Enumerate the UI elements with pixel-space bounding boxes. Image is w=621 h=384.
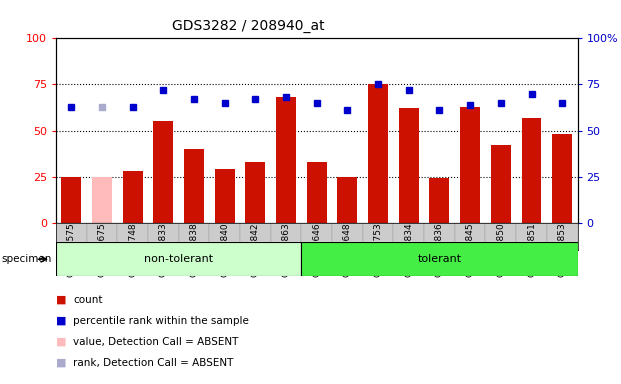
Bar bbox=[368, 84, 388, 223]
Text: GSM124845: GSM124845 bbox=[466, 223, 474, 277]
Bar bbox=[363, 223, 394, 250]
Bar bbox=[209, 223, 240, 250]
Bar bbox=[547, 223, 578, 250]
Bar bbox=[86, 223, 117, 250]
Text: ■: ■ bbox=[56, 337, 66, 347]
Text: GSM124836: GSM124836 bbox=[435, 223, 444, 278]
Text: value, Detection Call = ABSENT: value, Detection Call = ABSENT bbox=[73, 337, 238, 347]
Text: GSM124834: GSM124834 bbox=[404, 223, 413, 277]
Bar bbox=[240, 223, 271, 250]
Bar bbox=[332, 223, 363, 250]
Bar bbox=[552, 134, 572, 223]
Bar bbox=[399, 108, 419, 223]
Text: GSM124748: GSM124748 bbox=[128, 223, 137, 277]
Bar bbox=[92, 177, 112, 223]
Bar bbox=[184, 149, 204, 223]
Bar bbox=[486, 223, 516, 250]
Bar bbox=[276, 98, 296, 223]
Text: GSM124850: GSM124850 bbox=[496, 223, 505, 278]
Text: count: count bbox=[73, 295, 103, 305]
Bar bbox=[460, 107, 480, 223]
Bar bbox=[455, 223, 486, 250]
Text: GSM124575: GSM124575 bbox=[66, 223, 76, 278]
Text: GSM124753: GSM124753 bbox=[374, 223, 383, 278]
Text: ■: ■ bbox=[56, 358, 66, 368]
Text: GSM124646: GSM124646 bbox=[312, 223, 321, 277]
Bar bbox=[271, 223, 301, 250]
Text: GSM124840: GSM124840 bbox=[220, 223, 229, 277]
Bar bbox=[424, 223, 455, 250]
Bar bbox=[215, 169, 235, 223]
Bar bbox=[394, 223, 424, 250]
Text: GSM124648: GSM124648 bbox=[343, 223, 352, 277]
Bar bbox=[56, 223, 86, 250]
Bar bbox=[56, 242, 301, 276]
Bar bbox=[337, 177, 357, 223]
Bar bbox=[179, 223, 209, 250]
Text: ■: ■ bbox=[56, 295, 66, 305]
Bar bbox=[117, 223, 148, 250]
Bar bbox=[430, 179, 450, 223]
Bar bbox=[301, 242, 578, 276]
Bar bbox=[153, 121, 173, 223]
Text: GSM124853: GSM124853 bbox=[558, 223, 567, 278]
Text: GSM124838: GSM124838 bbox=[189, 223, 199, 278]
Bar bbox=[491, 145, 511, 223]
Text: GSM124842: GSM124842 bbox=[251, 223, 260, 277]
Text: percentile rank within the sample: percentile rank within the sample bbox=[73, 316, 249, 326]
Text: ■: ■ bbox=[56, 316, 66, 326]
Bar bbox=[61, 177, 81, 223]
Bar bbox=[122, 171, 143, 223]
Text: GSM124833: GSM124833 bbox=[159, 223, 168, 278]
Bar bbox=[307, 162, 327, 223]
Text: rank, Detection Call = ABSENT: rank, Detection Call = ABSENT bbox=[73, 358, 233, 368]
Text: tolerant: tolerant bbox=[417, 254, 461, 264]
Bar bbox=[522, 118, 542, 223]
Text: non-tolerant: non-tolerant bbox=[144, 254, 213, 264]
Text: GSM124851: GSM124851 bbox=[527, 223, 536, 278]
Text: GDS3282 / 208940_at: GDS3282 / 208940_at bbox=[172, 19, 325, 33]
Bar bbox=[301, 223, 332, 250]
Text: GSM124675: GSM124675 bbox=[97, 223, 106, 278]
Text: specimen: specimen bbox=[1, 254, 52, 264]
Text: GSM124863: GSM124863 bbox=[281, 223, 291, 278]
Bar bbox=[516, 223, 547, 250]
Bar bbox=[245, 162, 265, 223]
Bar bbox=[148, 223, 179, 250]
